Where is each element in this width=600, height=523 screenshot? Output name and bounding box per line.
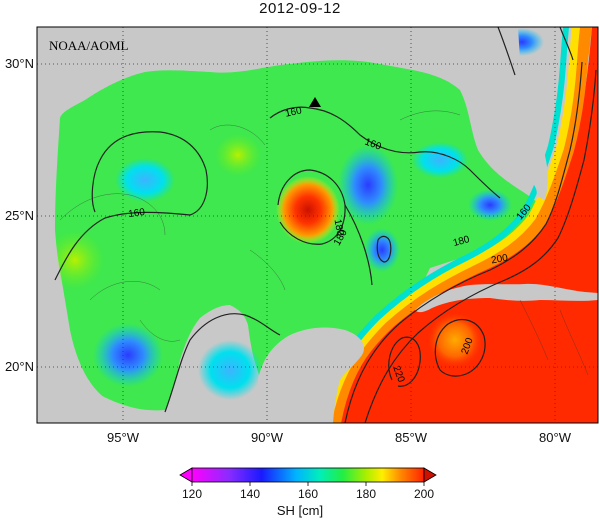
cool-eddy-east [468,189,512,221]
current-front-band-cyan [319,27,569,419]
contour-north-corner [497,27,516,76]
lat-tick-label: 30°N [4,56,34,71]
contour-160-east [344,204,373,286]
colorbar-tick-label: 140 [239,487,261,501]
contour-label: 160 [128,207,146,220]
contour-160-north [269,106,501,199]
cool-eddy-south [198,340,262,400]
warm-eddy-south [427,312,483,368]
cool-eddy-west [115,158,175,202]
colorbar-bar [191,467,425,483]
cool-eddy-northeast [412,142,468,178]
colorbar-title: SH [cm] [276,503,324,518]
colorbar-high-arrow [423,467,437,483]
colorbar-tick-label: 200 [413,487,435,501]
cool-eddy-southwest [93,323,163,387]
us-gulf-coast [37,27,470,118]
contour-lines [54,27,597,423]
colorbar-tick-label: 120 [181,487,203,501]
contour-north-corner2 [559,27,574,61]
caribbean-water [330,27,598,423]
contour-label: 180 [332,218,346,237]
cool-eddy-center2 [364,228,400,272]
lon-tick-label: 80°W [539,430,571,445]
cuba-land [415,283,598,313]
map-body [37,27,598,423]
cool-eddy-center [338,145,398,225]
contour-label: 200 [490,253,509,267]
contour-160-south [164,313,281,413]
grid-lines [37,27,598,423]
credit-label: NOAA/AOML [49,38,129,53]
lon-tick-label: 90°W [251,430,283,445]
colorbar-low-arrow [179,467,193,483]
yellowgreen-patch [214,133,262,177]
contour-inner-blue [376,235,392,263]
lat-tick-label: 25°N [4,208,34,223]
mexico-land [37,118,170,423]
loop-eddy-warm [276,176,340,244]
yellowgreen-patch-west [45,230,105,290]
contour-label: 180 [452,234,471,249]
contour-200-front [364,69,597,423]
map-frame [36,26,599,424]
contour-200-eddy [434,319,486,377]
lon-tick-label: 85°W [395,430,427,445]
florida-land [470,27,548,200]
contour-160-west [54,131,208,281]
colorbar-ticks [191,482,425,486]
contour-label: 160 [284,105,303,119]
lon-tick-label: 95°W [107,430,139,445]
minor-contours [59,110,589,376]
map-title: 2012-09-12 [259,0,341,17]
colorbar-tick-label: 180 [355,487,377,501]
station-marker-icon [309,97,321,107]
yucatan-land [255,327,365,423]
colorbar-tick-label: 160 [297,487,319,501]
lat-tick-label: 20°N [4,359,34,374]
contour-220-eddy [388,336,421,387]
current-front-band-inner [324,27,580,421]
colorbar [179,467,437,486]
contour-180-front [344,61,583,423]
